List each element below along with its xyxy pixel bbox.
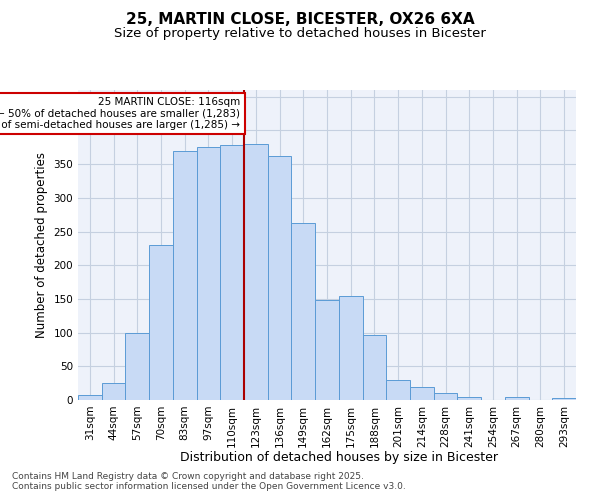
Bar xyxy=(173,150,197,400)
Bar xyxy=(410,386,434,400)
Bar xyxy=(244,144,268,400)
Bar xyxy=(315,300,339,400)
Text: Contains public sector information licensed under the Open Government Licence v3: Contains public sector information licen… xyxy=(12,482,406,491)
Text: Distribution of detached houses by size in Bicester: Distribution of detached houses by size … xyxy=(180,451,498,464)
Bar xyxy=(149,245,173,400)
Bar xyxy=(197,148,220,400)
Text: Size of property relative to detached houses in Bicester: Size of property relative to detached ho… xyxy=(114,28,486,40)
Bar xyxy=(362,336,386,400)
Bar xyxy=(457,396,481,400)
Bar xyxy=(220,146,244,400)
Y-axis label: Number of detached properties: Number of detached properties xyxy=(35,152,48,338)
Bar xyxy=(339,296,362,400)
Bar xyxy=(125,332,149,400)
Bar xyxy=(505,396,529,400)
Bar xyxy=(552,398,576,400)
Bar xyxy=(102,383,125,400)
Text: Contains HM Land Registry data © Crown copyright and database right 2025.: Contains HM Land Registry data © Crown c… xyxy=(12,472,364,481)
Text: 25, MARTIN CLOSE, BICESTER, OX26 6XA: 25, MARTIN CLOSE, BICESTER, OX26 6XA xyxy=(125,12,475,28)
Bar xyxy=(78,394,102,400)
Bar xyxy=(434,392,457,400)
Bar xyxy=(386,380,410,400)
Bar xyxy=(292,223,315,400)
Text: 25 MARTIN CLOSE: 116sqm
← 50% of detached houses are smaller (1,283)
50% of semi: 25 MARTIN CLOSE: 116sqm ← 50% of detache… xyxy=(0,96,241,130)
Bar xyxy=(268,156,292,400)
